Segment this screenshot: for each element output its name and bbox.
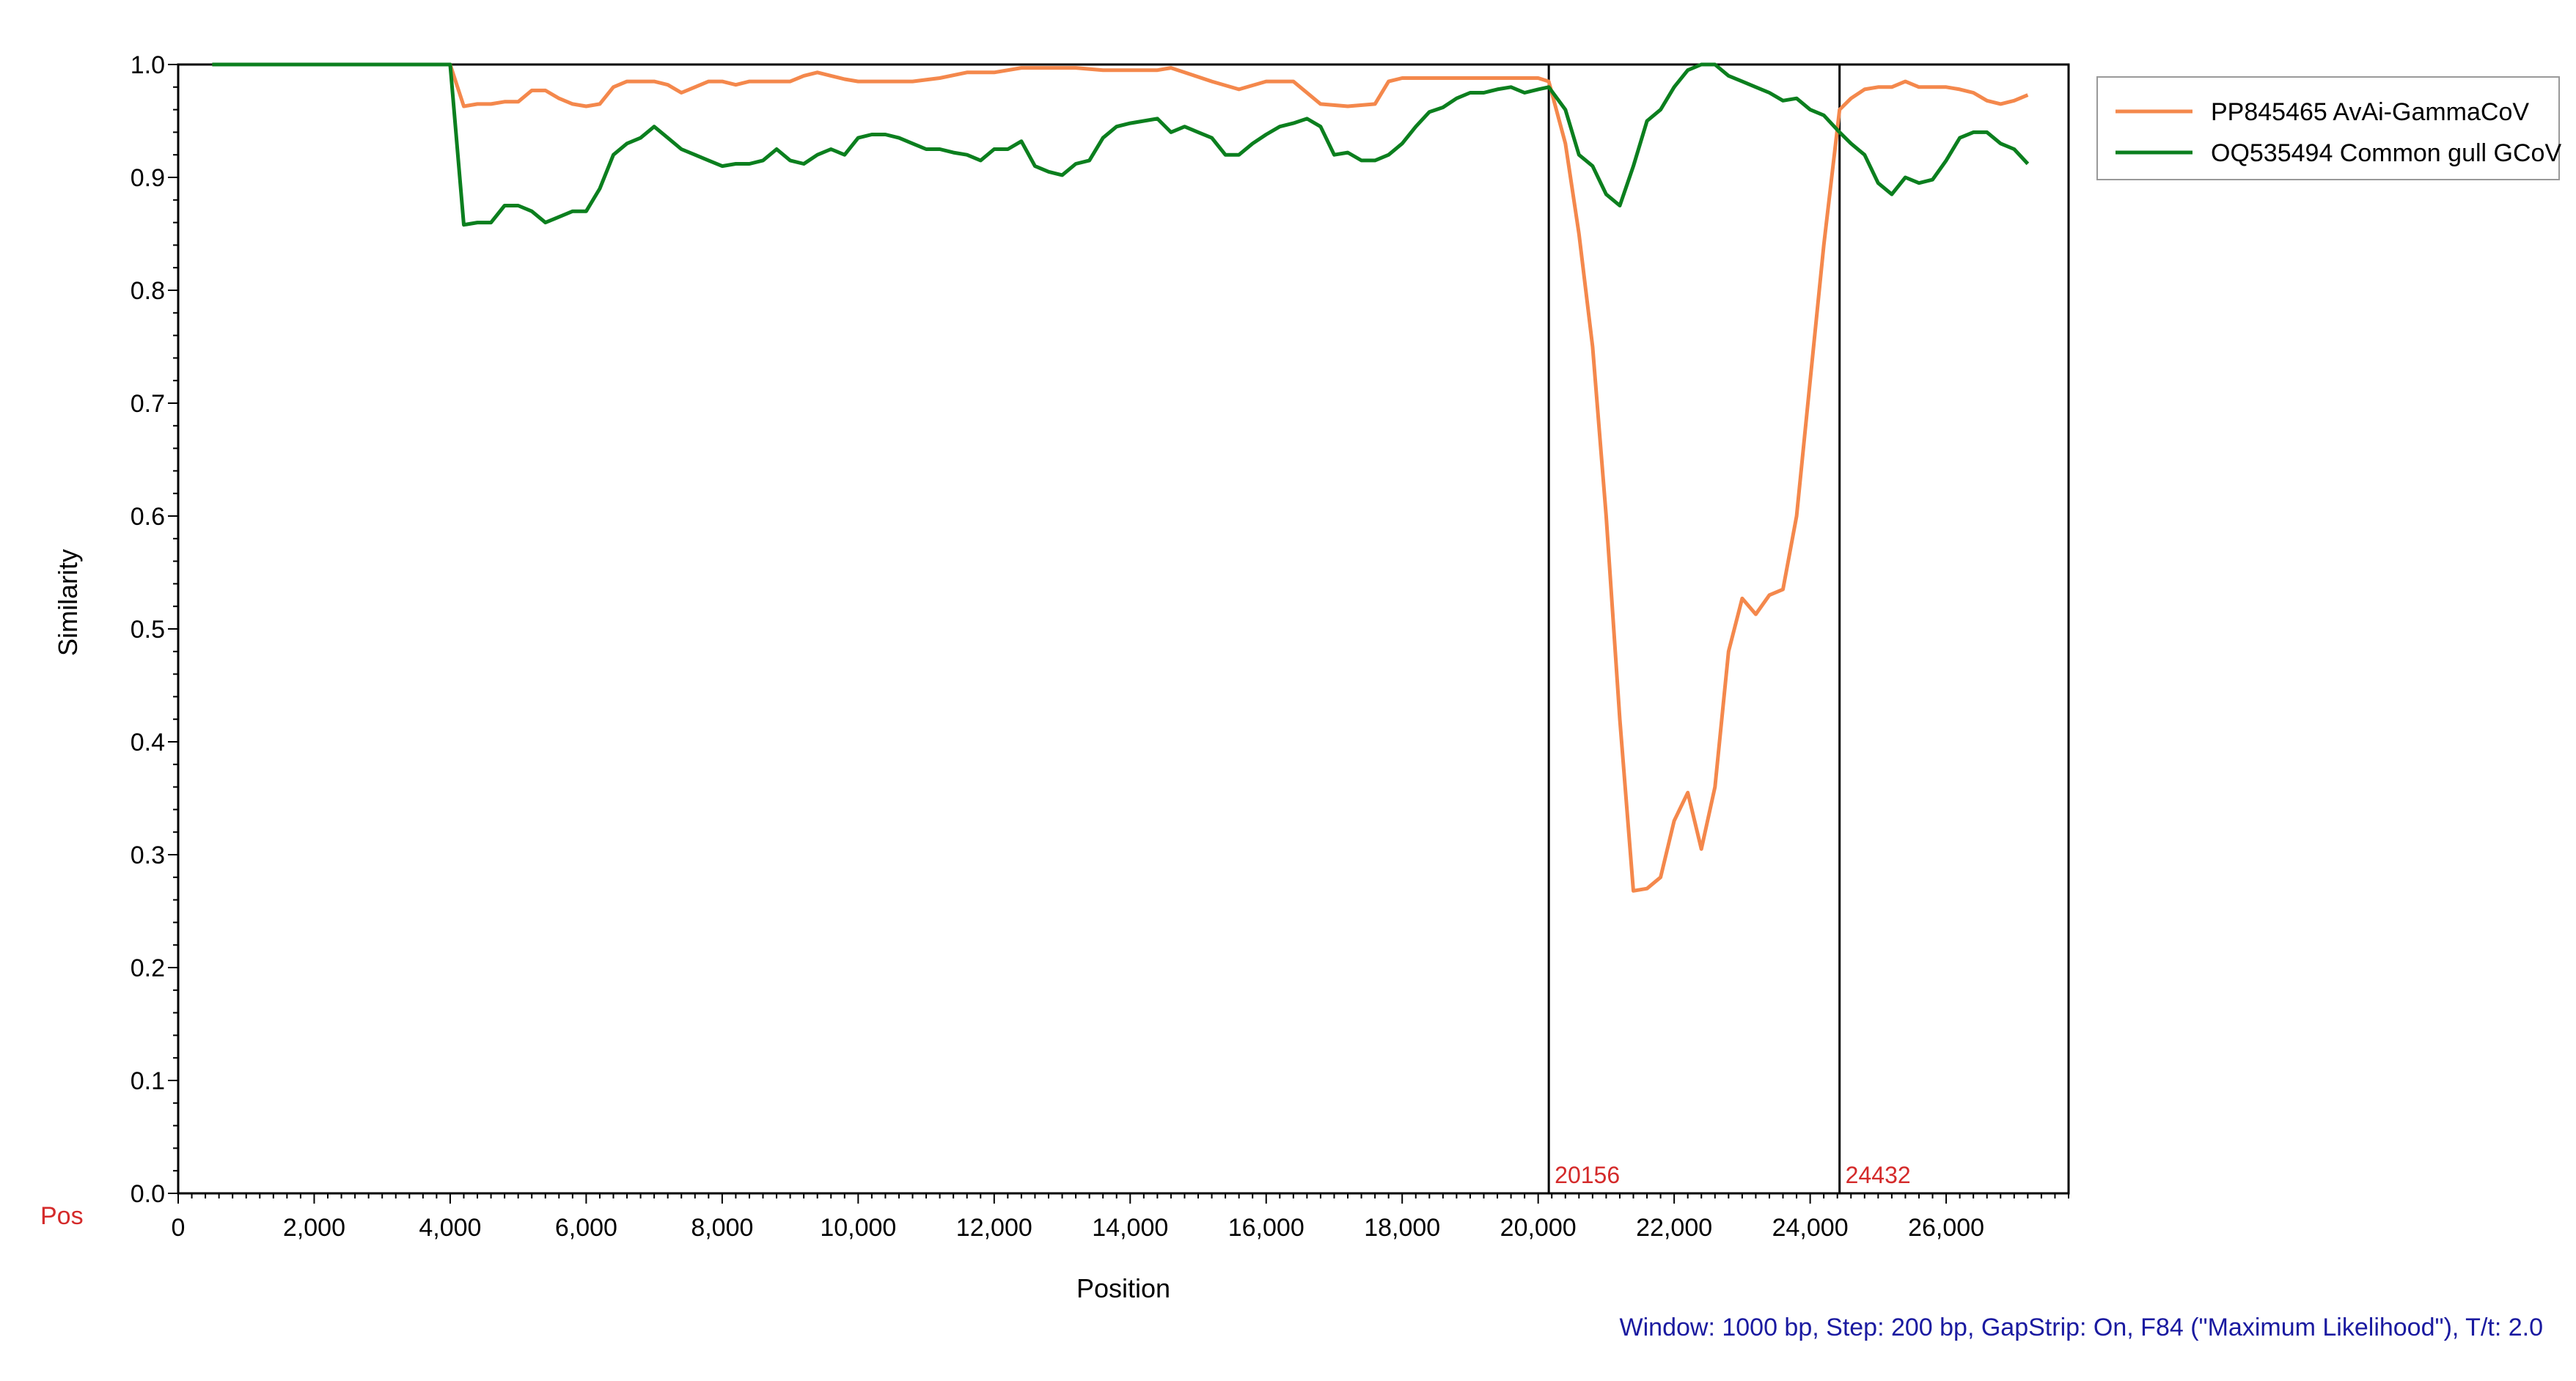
analysis-parameters: Window: 1000 bp, Step: 200 bp, GapStrip:… (1619, 1314, 2543, 1341)
x-tick-label: 16,000 (1228, 1214, 1304, 1242)
x-tick-label: 22,000 (1636, 1214, 1712, 1242)
x-axis-title: Position (1076, 1273, 1170, 1303)
y-tick-label: 0.2 (131, 954, 165, 982)
x-tick-label: 4,000 (419, 1214, 481, 1242)
x-tick-label: 0 (172, 1214, 186, 1242)
legend-box (2096, 76, 2560, 180)
axis-ticks (168, 64, 2069, 1204)
breakpoint-label: 24432 (1846, 1162, 1911, 1188)
x-tick-label: 10,000 (820, 1214, 896, 1242)
x-tick-label: 14,000 (1092, 1214, 1168, 1242)
x-tick-label: 8,000 (691, 1214, 753, 1242)
breakpoint-lines (1547, 65, 1841, 1193)
series-lines (212, 62, 2030, 893)
y-tick-label: 0.6 (131, 503, 165, 531)
y-tick-label: 0.0 (131, 1180, 165, 1208)
plot-background (177, 63, 2070, 1195)
y-tick-label: 0.5 (131, 616, 165, 644)
y-tick-label: 0.8 (131, 277, 165, 305)
pos-label: Pos (40, 1202, 84, 1230)
y-tick-label: 1.0 (131, 51, 165, 79)
x-tick-label: 12,000 (956, 1214, 1032, 1242)
legend-label-series-2: OQ535494 Common gull GCoV (2211, 139, 2561, 167)
x-tick-label: 6,000 (555, 1214, 617, 1242)
series-line-1 (212, 62, 2029, 893)
y-tick-label: 0.4 (131, 729, 165, 756)
y-tick-label: 0.7 (131, 390, 165, 418)
y-tick-label: 0.1 (131, 1067, 165, 1095)
x-tick-label: 18,000 (1364, 1214, 1440, 1242)
x-tick-label: 24,000 (1772, 1214, 1849, 1242)
y-tick-label: 0.3 (131, 842, 165, 869)
series-line-2 (212, 62, 2030, 227)
y-tick-label: 0.9 (131, 164, 165, 192)
breakpoint-label: 20156 (1555, 1162, 1620, 1188)
axis-labels: 0.0 0.1 0.2 0.3 0.4 0.5 0.6 0.7 0.8 0.9 1.0 0 2,000 4… (131, 51, 1984, 1242)
x-tick-label: 20,000 (1500, 1214, 1577, 1242)
legend: PP845465 AvAi-GammaCoV OQ535494 Common g… (2096, 76, 2561, 180)
legend-label-series-1: PP845465 AvAi-GammaCoV (2211, 98, 2529, 126)
x-tick-label: 26,000 (1908, 1214, 1984, 1242)
y-axis-title: Similarity (53, 549, 83, 656)
x-tick-label: 2,000 (283, 1214, 345, 1242)
